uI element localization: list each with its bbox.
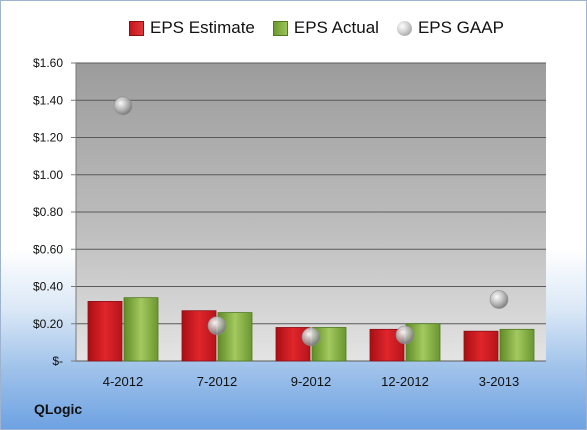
y-tick-label: $1.40 — [33, 93, 63, 107]
legend-item-actual: EPS Actual — [272, 18, 379, 38]
gaap-point — [301, 327, 321, 347]
company-label: QLogic — [34, 401, 83, 417]
x-tick-label: 4-2012 — [103, 374, 143, 389]
gridlines — [71, 62, 546, 362]
y-tick-label: $0.80 — [33, 205, 63, 219]
legend: EPS Estimate EPS Actual EPS GAAP — [129, 18, 522, 38]
y-axis-ticks: $1.60 $1.40 $1.20 $1.00 $0.80 $0.60 $0.40 $0.20… — [33, 56, 63, 368]
estimate-bar — [463, 330, 499, 362]
gaap-point — [395, 325, 415, 345]
x-tick-label: 12-2012 — [381, 374, 429, 389]
y-tick-label: $0.20 — [33, 317, 63, 331]
actual-bar — [123, 297, 159, 362]
y-tick-label: $1.00 — [33, 168, 63, 182]
actual-swatch — [272, 20, 288, 36]
x-tick-label: 3-2013 — [479, 374, 519, 389]
x-tick-label: 9-2012 — [291, 374, 331, 389]
estimate-swatch — [129, 20, 144, 36]
y-tick-label: $- — [52, 354, 63, 368]
legend-label-gaap: EPS GAAP — [417, 18, 504, 37]
x-tick-label: 7-2012 — [197, 374, 237, 389]
estimate-bar — [181, 310, 217, 362]
legend-item-gaap: EPS GAAP — [396, 18, 504, 38]
gaap-point — [489, 290, 509, 309]
legend-label-estimate: EPS Estimate — [150, 18, 255, 37]
legend-label-actual: EPS Actual — [293, 18, 379, 37]
gaap-points — [113, 96, 509, 347]
gaap-point — [207, 316, 227, 335]
gaap-point — [113, 96, 133, 116]
y-tick-label: $1.60 — [33, 56, 63, 70]
estimate-bar — [87, 300, 123, 362]
actual-bar — [217, 312, 253, 362]
y-tick-label: $0.40 — [33, 280, 63, 294]
legend-item-estimate: EPS Estimate — [129, 18, 255, 38]
gaap-swatch — [396, 20, 412, 36]
bars — [87, 297, 535, 362]
actual-bar — [499, 328, 535, 362]
y-tick-label: $0.60 — [33, 242, 63, 256]
y-tick-label: $1.20 — [33, 131, 63, 145]
x-axis-ticks: 4-2012 7-2012 9-2012 12-2012 3-2013 — [103, 374, 519, 389]
